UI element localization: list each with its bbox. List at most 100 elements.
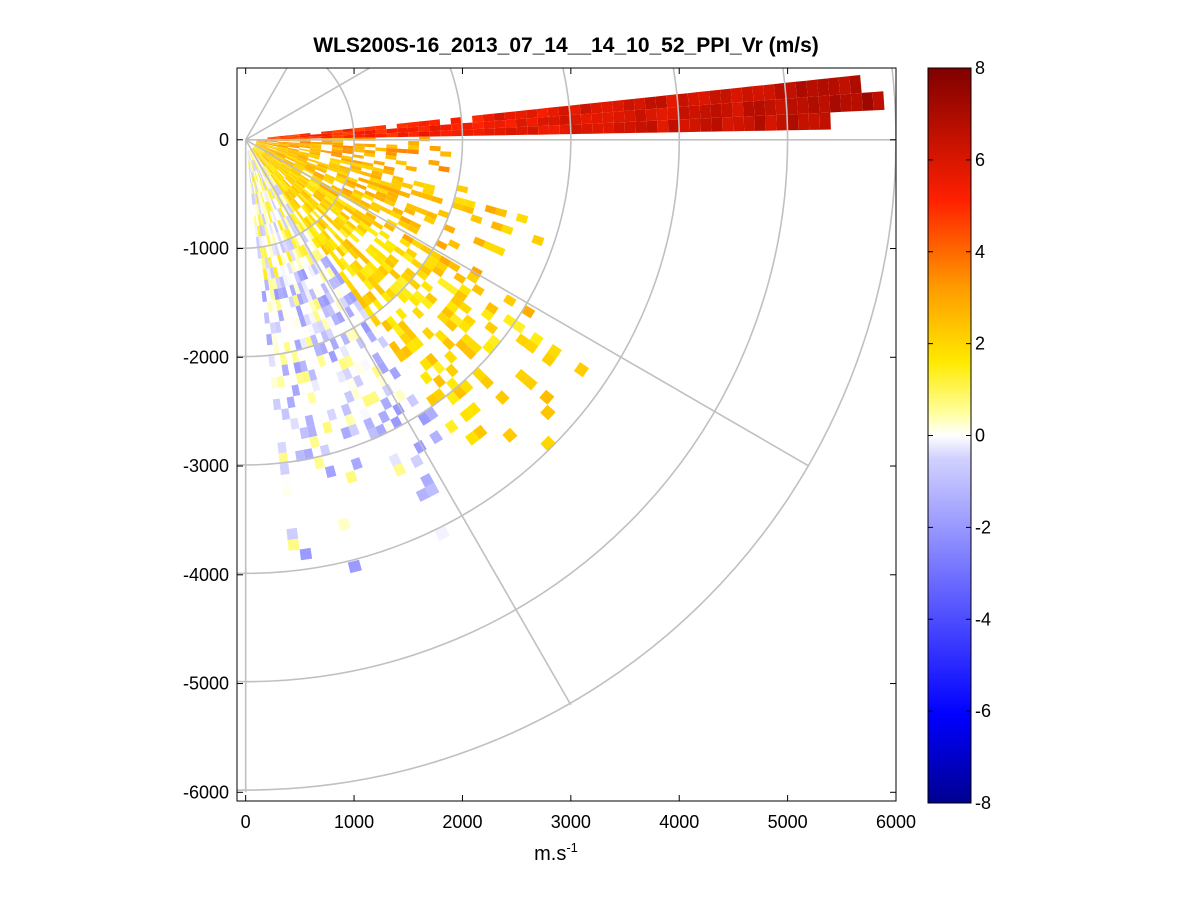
velocity-cell	[392, 175, 404, 183]
velocity-cell	[312, 193, 323, 203]
velocity-cell	[444, 318, 458, 332]
velocity-cell	[456, 185, 469, 194]
velocity-cell	[288, 144, 300, 147]
velocity-cell	[300, 205, 310, 216]
colorbar-tick-label: 6	[975, 150, 985, 170]
velocity-cell	[340, 332, 351, 346]
velocity-cell	[363, 152, 375, 158]
velocity-cell	[293, 271, 301, 284]
velocity-cell	[786, 97, 798, 115]
velocity-cell	[375, 133, 387, 138]
velocity-cell	[260, 180, 266, 191]
velocity-cell	[271, 159, 281, 167]
velocity-cell	[274, 153, 286, 159]
velocity-cell	[254, 146, 264, 154]
velocity-cell	[358, 221, 370, 231]
velocity-cell	[429, 145, 441, 152]
velocity-cell	[408, 141, 420, 146]
velocity-cell	[280, 164, 290, 173]
velocity-cell	[405, 165, 417, 172]
velocity-cell	[389, 284, 401, 296]
velocity-cell	[276, 148, 288, 153]
velocity-cell	[282, 252, 290, 264]
velocity-cell	[351, 191, 363, 200]
velocity-cell	[289, 213, 298, 225]
velocity-cell	[453, 196, 466, 206]
velocity-cell	[408, 294, 421, 307]
velocity-cell	[602, 111, 614, 124]
velocity-cell	[268, 188, 274, 200]
velocity-cell	[494, 120, 506, 129]
velocity-cell	[271, 333, 279, 345]
velocity-cell	[357, 297, 369, 309]
colorbar: 8 6 4 2 0 -2 -4 -6 -8	[927, 58, 991, 813]
velocity-cell	[257, 169, 263, 181]
velocity-cell	[266, 146, 277, 150]
velocity-cell	[259, 168, 266, 179]
velocity-cell	[338, 228, 350, 239]
velocity-cell	[249, 149, 255, 160]
velocity-cell	[247, 150, 250, 162]
colorbar-tick-label: -8	[975, 793, 991, 813]
velocity-cell	[819, 112, 831, 130]
velocity-cell	[321, 229, 332, 241]
velocity-cell	[367, 227, 379, 237]
velocity-cell	[385, 194, 398, 203]
colorbar-tick-label: 4	[975, 242, 985, 262]
velocity-cell	[260, 155, 269, 164]
velocity-cell	[326, 266, 336, 279]
velocity-cell	[341, 225, 352, 236]
velocity-cell	[265, 147, 277, 152]
velocity-cell	[796, 97, 809, 114]
velocity-cell	[268, 245, 274, 257]
velocity-cell	[298, 152, 309, 157]
velocity-cell	[273, 185, 281, 196]
velocity-cell	[808, 113, 820, 130]
velocity-cell	[385, 151, 397, 157]
velocity-cell	[255, 144, 266, 150]
velocity-cell	[307, 213, 317, 224]
velocity-cell	[321, 294, 331, 307]
velocity-cell	[336, 172, 348, 180]
velocity-cell	[278, 136, 289, 139]
velocity-cell	[249, 150, 253, 161]
velocity-cell	[482, 113, 495, 122]
velocity-cell	[401, 233, 414, 244]
velocity-cell	[385, 287, 397, 300]
velocity-cell	[580, 113, 593, 125]
velocity-cell	[307, 227, 317, 238]
velocity-cell	[259, 203, 264, 215]
velocity-cell	[286, 174, 296, 183]
velocity-cell	[257, 214, 262, 226]
velocity-cell	[291, 351, 300, 364]
velocity-cell	[332, 140, 344, 143]
velocity-cell	[264, 279, 270, 291]
velocity-cell	[281, 364, 290, 377]
velocity-cell	[285, 156, 296, 163]
velocity-cell	[307, 198, 318, 209]
x-tick-label: 2000	[442, 812, 482, 832]
velocity-cell	[395, 160, 407, 166]
velocity-cell	[256, 141, 268, 144]
velocity-cell	[444, 350, 458, 364]
velocity-cell	[267, 140, 279, 142]
velocity-cell	[287, 173, 297, 182]
velocity-cell	[279, 166, 289, 175]
velocity-cell	[403, 207, 416, 216]
velocity-cell	[269, 175, 277, 186]
velocity-cell	[261, 236, 266, 248]
velocity-cell	[527, 126, 539, 135]
velocity-cell	[472, 121, 484, 130]
velocity-cell	[294, 247, 303, 259]
velocity-cell	[345, 179, 357, 187]
velocity-cell	[259, 214, 264, 226]
velocity-cell	[431, 195, 443, 205]
velocity-cell	[277, 146, 289, 150]
velocity-cell	[432, 360, 446, 375]
velocity-cell	[332, 202, 344, 212]
velocity-cell	[276, 149, 288, 154]
velocity-cell	[266, 145, 278, 150]
velocity-cell	[350, 387, 362, 401]
velocity-cell	[317, 161, 329, 167]
velocity-cell	[396, 148, 408, 154]
